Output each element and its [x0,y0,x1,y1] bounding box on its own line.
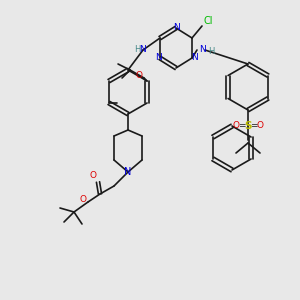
Text: H: H [208,47,214,56]
Text: N: N [154,53,161,62]
Text: =: = [250,122,258,130]
Text: N: N [190,53,197,62]
Text: Cl: Cl [203,16,213,26]
Text: =: = [238,122,246,130]
Text: N: N [200,46,206,55]
Text: N: N [140,46,146,55]
Text: O: O [89,172,97,181]
Text: N: N [124,167,132,177]
Text: N: N [172,23,179,32]
Text: O: O [136,70,142,80]
Text: O: O [80,194,86,203]
Text: O: O [232,122,239,130]
Text: O: O [256,122,263,130]
Text: S: S [244,121,252,131]
Text: H: H [134,46,140,55]
